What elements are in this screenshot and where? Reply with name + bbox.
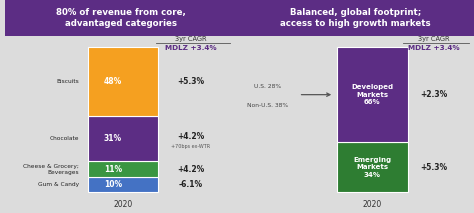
Text: 2020: 2020 (363, 200, 382, 209)
Bar (88, 116, 158, 161)
Text: +5.3%: +5.3% (177, 77, 204, 86)
Text: -6.1%: -6.1% (179, 180, 202, 189)
Text: 2020: 2020 (114, 200, 133, 209)
Text: Non-U.S. 38%: Non-U.S. 38% (247, 103, 288, 108)
Text: Gum & Candy: Gum & Candy (38, 182, 79, 187)
Bar (237, 0, 474, 36)
Text: +4.2%: +4.2% (177, 165, 204, 174)
Text: 10%: 10% (104, 180, 122, 189)
Text: Developed
Markets
66%: Developed Markets 66% (351, 84, 393, 105)
Text: Chocolate: Chocolate (50, 136, 79, 141)
Bar (337, 142, 408, 192)
Text: +2.3%: +2.3% (420, 90, 447, 99)
Text: MDLZ +3.4%: MDLZ +3.4% (165, 45, 216, 51)
Text: +4.2%: +4.2% (177, 132, 204, 141)
Text: Emerging
Markets
34%: Emerging Markets 34% (353, 157, 391, 178)
Text: +5.3%: +5.3% (420, 163, 447, 172)
Text: 80% of revenue from core,
advantaged categories: 80% of revenue from core, advantaged cat… (56, 8, 186, 28)
Bar (88, 161, 158, 177)
Text: MDLZ +3.4%: MDLZ +3.4% (408, 45, 459, 51)
Bar (337, 47, 408, 142)
Text: +70bps ex-WTR: +70bps ex-WTR (171, 144, 210, 149)
Text: 11%: 11% (104, 165, 122, 174)
Text: U.S. 28%: U.S. 28% (254, 84, 282, 89)
Text: Balanced, global footprint;
access to high growth markets: Balanced, global footprint; access to hi… (280, 8, 431, 28)
Text: 3yr CAGR: 3yr CAGR (418, 36, 449, 42)
Bar (5, 0, 237, 36)
Bar (88, 177, 158, 192)
Text: 48%: 48% (104, 77, 122, 86)
Text: Cheese & Grocery;
Beverages: Cheese & Grocery; Beverages (23, 164, 79, 175)
Text: 31%: 31% (104, 134, 122, 143)
Text: 3yr CAGR: 3yr CAGR (175, 36, 206, 42)
Text: Biscuits: Biscuits (56, 79, 79, 84)
Bar (88, 47, 158, 116)
